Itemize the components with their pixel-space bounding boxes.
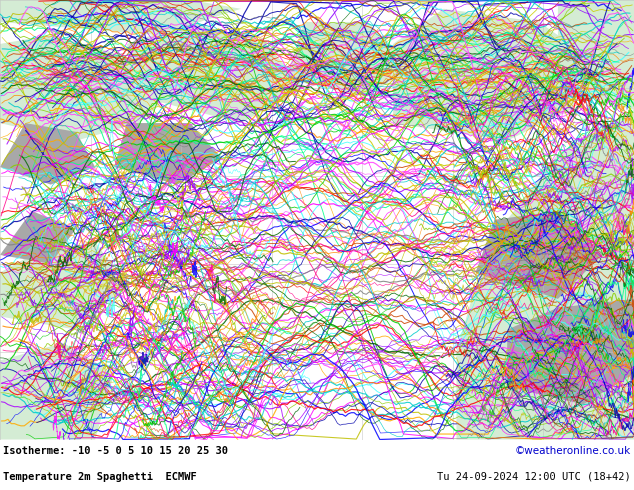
Polygon shape xyxy=(0,343,114,440)
Text: ©weatheronline.co.uk: ©weatheronline.co.uk xyxy=(515,446,631,456)
Polygon shape xyxy=(114,123,222,185)
Text: Isotherme: -10 -5 0 5 10 15 20 25 30: Isotherme: -10 -5 0 5 10 15 20 25 30 xyxy=(3,446,228,456)
Polygon shape xyxy=(127,22,304,123)
Polygon shape xyxy=(0,242,127,330)
Text: Temperature 2m Spaghetti  ECMWF: Temperature 2m Spaghetti ECMWF xyxy=(3,471,197,482)
Polygon shape xyxy=(0,123,95,185)
Polygon shape xyxy=(456,110,634,440)
Polygon shape xyxy=(0,211,76,264)
Polygon shape xyxy=(558,0,634,110)
Polygon shape xyxy=(476,211,602,299)
Polygon shape xyxy=(507,299,634,404)
Polygon shape xyxy=(285,22,412,97)
Polygon shape xyxy=(0,0,241,35)
Polygon shape xyxy=(0,35,178,141)
Polygon shape xyxy=(393,9,602,141)
Text: Tu 24-09-2024 12:00 UTC (18+42): Tu 24-09-2024 12:00 UTC (18+42) xyxy=(437,471,631,482)
